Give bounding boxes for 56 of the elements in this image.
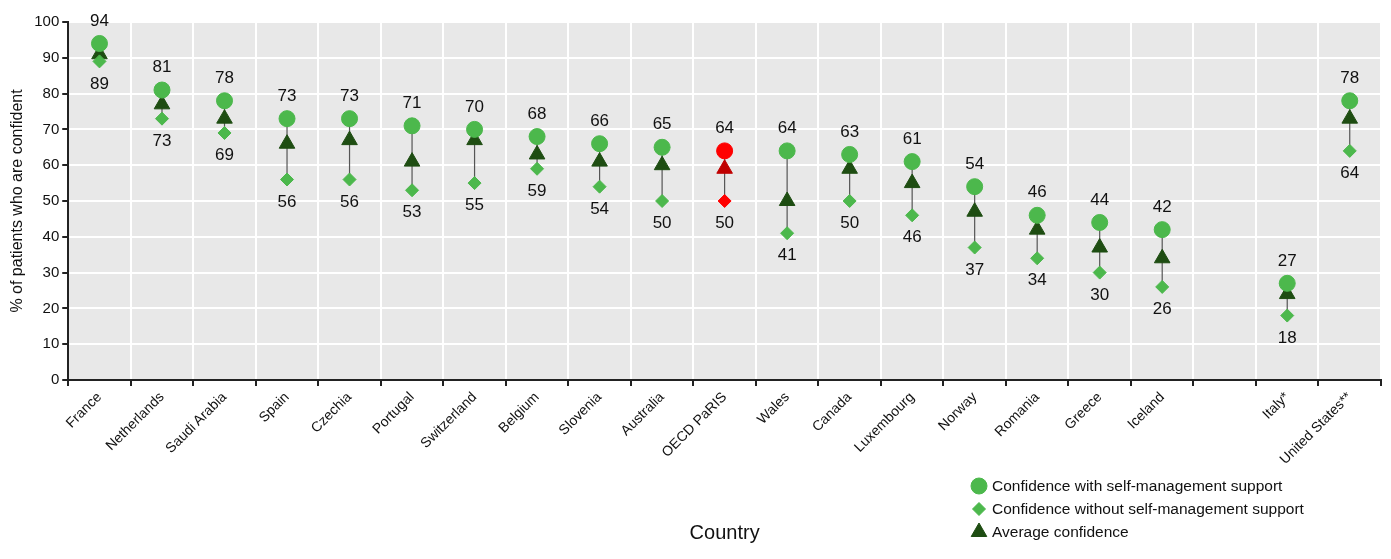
legend-label: Confidence with self-management support xyxy=(992,476,1283,495)
y-tick-label: 10 xyxy=(42,334,60,352)
data-label: 53 xyxy=(402,202,422,222)
data-label: 50 xyxy=(715,213,735,233)
y-tick-label: 40 xyxy=(42,226,60,244)
y-tick-label: 100 xyxy=(34,12,60,30)
data-label: 61 xyxy=(902,128,922,148)
data-label: 42 xyxy=(1152,196,1172,216)
data-label: 59 xyxy=(527,180,547,200)
data-label: 64 xyxy=(1340,163,1360,183)
data-label: 73 xyxy=(340,85,359,105)
data-label: 73 xyxy=(152,130,172,150)
data-label: 69 xyxy=(215,145,234,165)
y-tick-label: 70 xyxy=(42,119,60,137)
y-tick-label: 20 xyxy=(42,298,60,316)
data-label: 68 xyxy=(527,103,547,123)
data-label: 70 xyxy=(465,96,485,116)
data-label: 55 xyxy=(465,195,485,215)
data-label: 71 xyxy=(402,93,422,112)
data-label: 94 xyxy=(90,10,109,30)
data-label: 89 xyxy=(90,73,109,93)
data-label: 26 xyxy=(1152,299,1172,319)
data-label: 56 xyxy=(277,191,297,211)
legend-label: Confidence without self-management support xyxy=(992,499,1304,518)
data-label: 46 xyxy=(902,227,922,247)
data-label: 73 xyxy=(277,85,297,105)
data-label: 64 xyxy=(777,118,797,138)
legend-label: Average confidence xyxy=(992,522,1129,541)
data-label: 65 xyxy=(652,114,672,134)
data-label: 78 xyxy=(215,67,234,87)
y-tick-label: 80 xyxy=(42,83,60,101)
data-label: 46 xyxy=(1027,182,1047,202)
y-axis-title: % of patients who are confident xyxy=(8,88,26,313)
data-label: 64 xyxy=(715,118,735,138)
y-tick-label: 0 xyxy=(50,370,60,388)
data-label: 50 xyxy=(652,213,672,233)
y-tick-label: 60 xyxy=(42,155,60,173)
data-label: 34 xyxy=(1027,270,1047,290)
data-label: 78 xyxy=(1340,67,1360,87)
data-label: 50 xyxy=(840,213,860,233)
data-label: 66 xyxy=(590,110,610,130)
data-label: 56 xyxy=(340,191,359,211)
data-label: 18 xyxy=(1277,327,1297,347)
y-tick-label: 90 xyxy=(42,47,60,65)
data-label: 30 xyxy=(1090,284,1110,304)
data-label: 81 xyxy=(152,57,172,77)
y-tick-label: 50 xyxy=(42,191,60,209)
data-label: 37 xyxy=(965,259,985,279)
data-label: 44 xyxy=(1090,189,1110,209)
x-axis-title: Country xyxy=(689,520,760,543)
data-label: 54 xyxy=(965,153,985,173)
data-label: 41 xyxy=(777,245,797,265)
data-label: 54 xyxy=(590,198,610,218)
y-tick-label: 30 xyxy=(42,262,60,280)
data-label: 27 xyxy=(1277,250,1297,270)
data-label: 63 xyxy=(840,121,860,141)
